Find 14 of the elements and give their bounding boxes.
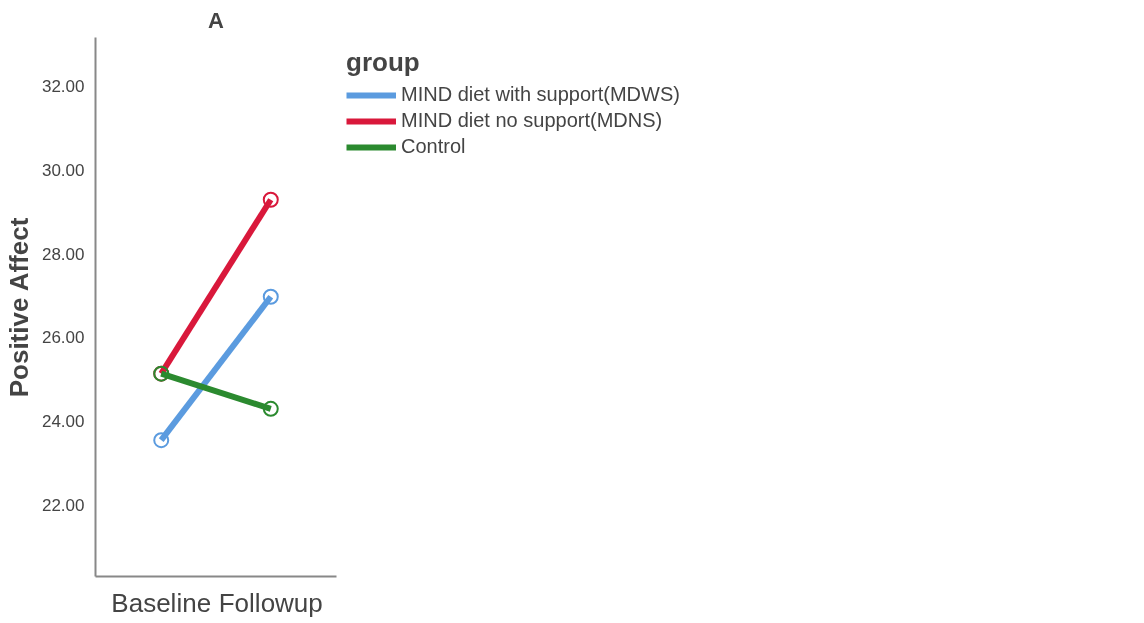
y-tick-label: 24.00 (41, 411, 85, 431)
legend-title: group (346, 47, 421, 78)
y-tick-label: 32.00 (41, 77, 85, 97)
y-axis-title: Positive Affect (3, 217, 34, 398)
y-tick-label: 22.00 (41, 495, 85, 515)
chart-title: A (208, 7, 225, 33)
legend-label: MIND diet with support(MDWS) (401, 83, 680, 106)
x-tick-label: Followup (218, 587, 323, 618)
legend-label: MIND diet no support(MDNS) (401, 109, 663, 132)
y-tick-label: 28.00 (41, 244, 85, 264)
x-tick-label: Baseline (111, 587, 212, 618)
y-tick-label: 26.00 (41, 328, 85, 348)
y-tick-label: 30.00 (41, 161, 85, 181)
legend-label: Control (401, 135, 467, 158)
